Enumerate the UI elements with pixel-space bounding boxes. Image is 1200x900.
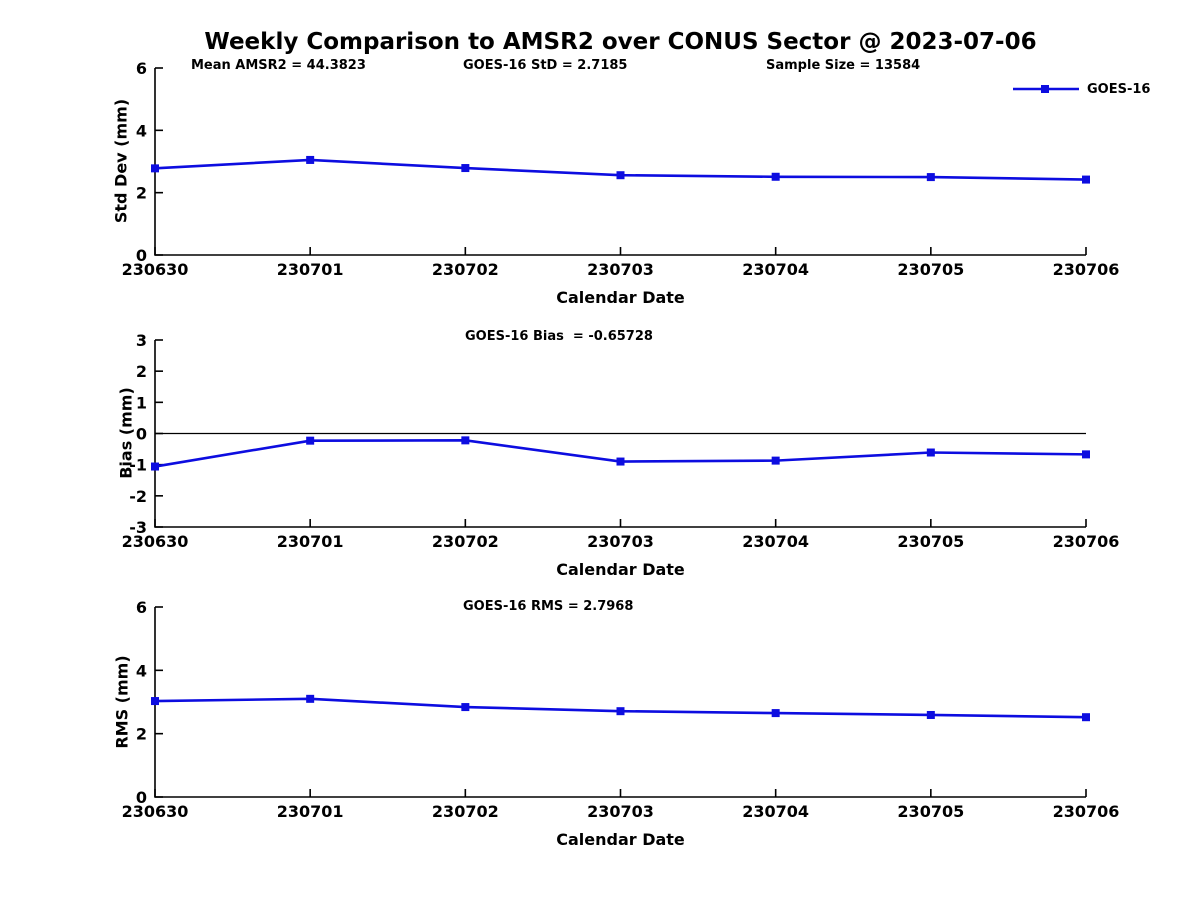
bias-y-tick-label: 2 xyxy=(136,362,147,381)
annotation-goes16-std: GOES-16 StD = 2.7185 xyxy=(463,58,628,73)
bias-square-marker-icon xyxy=(616,457,625,466)
std-dev-square-marker-icon xyxy=(461,164,470,173)
std-dev-square-marker-icon xyxy=(151,164,159,173)
bias-square-marker-icon xyxy=(306,436,315,445)
rms-square-marker-icon xyxy=(151,697,159,706)
std-dev-x-tick-label: 230630 xyxy=(122,260,189,279)
std-dev-x-tick-label: 230704 xyxy=(742,260,809,279)
rms-y-axis-label: RMS (mm) xyxy=(112,655,132,749)
std-dev-square-marker-icon xyxy=(1082,175,1090,184)
bias-x-tick-label: 230706 xyxy=(1053,532,1120,551)
rms-square-marker-icon xyxy=(926,710,935,719)
rms-axes xyxy=(154,607,1086,798)
std-dev-y-tick-label: 6 xyxy=(136,59,147,78)
rms-x-tick-label: 230703 xyxy=(587,802,654,821)
std-dev-y-tick-label: 2 xyxy=(136,184,147,203)
rms-x-tick-label: 230630 xyxy=(122,802,189,821)
std-dev-x-tick-label: 230706 xyxy=(1053,260,1120,279)
bias-square-marker-icon xyxy=(926,448,935,457)
bias-y-tick-label: 0 xyxy=(136,425,147,444)
bias-y-tick-label: -1 xyxy=(129,456,147,475)
rms-square-marker-icon xyxy=(306,694,315,703)
rms-x-tick-label: 230706 xyxy=(1053,802,1120,821)
std-dev-plot: 0 2 4 6 230630 230701 230702 230703 230704 230705… xyxy=(122,59,1120,279)
legend-square-marker-icon xyxy=(1041,85,1049,93)
bias-x-tick-label: 230702 xyxy=(432,532,499,551)
std-dev-x-tick-label: 230701 xyxy=(277,260,344,279)
rms-x-tick-label: 230705 xyxy=(897,802,964,821)
std-dev-x-axis-label: Calendar Date xyxy=(556,288,685,307)
bias-square-marker-icon xyxy=(151,462,159,471)
bias-x-tick-label: 230705 xyxy=(897,532,964,551)
std-dev-square-marker-icon xyxy=(616,171,625,180)
bias-x-axis-label: Calendar Date xyxy=(556,560,685,579)
std-dev-x-tick-label: 230702 xyxy=(432,260,499,279)
bias-x-tick-label: 230703 xyxy=(587,532,654,551)
legend: GOES-16 xyxy=(1012,80,1150,98)
bias-x-tick-label: 230704 xyxy=(742,532,809,551)
legend-line-sample xyxy=(1013,85,1079,93)
legend-label: GOES-16 xyxy=(1087,81,1151,97)
bias-x-tick-label: 230630 xyxy=(122,532,189,551)
rms-plot: 0 2 4 6 230630 230701 230702 230703 230704 230705… xyxy=(122,598,1120,821)
rms-square-marker-icon xyxy=(771,709,780,718)
bias-square-marker-icon xyxy=(771,456,780,465)
page-title: Weekly Comparison to AMSR2 over CONUS Se… xyxy=(204,29,1037,55)
std-dev-x-tick-label: 230705 xyxy=(897,260,964,279)
std-dev-y-axis-label: Std Dev (mm) xyxy=(111,98,131,224)
bias-square-marker-icon xyxy=(1082,450,1090,459)
std-dev-square-marker-icon xyxy=(306,155,315,164)
annotation-mean-amsr2: Mean AMSR2 = 44.3823 xyxy=(191,58,366,73)
bias-plot: -3 -2 -1 0 1 2 3 230630 230701 230702 230703 230704… xyxy=(122,331,1120,551)
annotation-sample-size: Sample Size = 13584 xyxy=(766,58,921,73)
rms-y-tick-label: 6 xyxy=(136,598,147,617)
std-dev-y-tick-label: 4 xyxy=(136,121,147,140)
bias-y-axis-label: Bias (mm) xyxy=(116,387,136,479)
bias-y-tick-label: 3 xyxy=(136,331,147,350)
rms-y-tick-label: 2 xyxy=(136,725,147,744)
bias-y-tick-label: 1 xyxy=(136,393,147,412)
rms-x-tick-label: 230704 xyxy=(742,802,809,821)
rms-x-axis-label: Calendar Date xyxy=(556,830,685,849)
std-dev-x-tick-label: 230703 xyxy=(587,260,654,279)
std-dev-square-marker-icon xyxy=(926,173,935,182)
rms-square-marker-icon xyxy=(461,703,470,712)
bias-x-tick-label: 230701 xyxy=(277,532,344,551)
std-dev-square-marker-icon xyxy=(771,172,780,181)
bias-y-tick-label: -2 xyxy=(129,487,147,506)
rms-square-marker-icon xyxy=(616,707,625,716)
bias-y-tick-label: -3 xyxy=(129,518,147,537)
annotation-goes16-bias: GOES-16 Bias = -0.65728 xyxy=(465,329,653,344)
rms-y-tick-label: 4 xyxy=(136,661,147,680)
rms-x-tick-label: 230701 xyxy=(277,802,344,821)
std-dev-y-tick-label: 0 xyxy=(136,246,147,265)
rms-square-marker-icon xyxy=(1082,713,1090,722)
annotation-goes16-rms: GOES-16 RMS = 2.7968 xyxy=(463,599,634,614)
rms-x-tick-label: 230702 xyxy=(432,802,499,821)
rms-y-tick-label: 0 xyxy=(136,788,147,807)
bias-square-marker-icon xyxy=(461,436,470,445)
